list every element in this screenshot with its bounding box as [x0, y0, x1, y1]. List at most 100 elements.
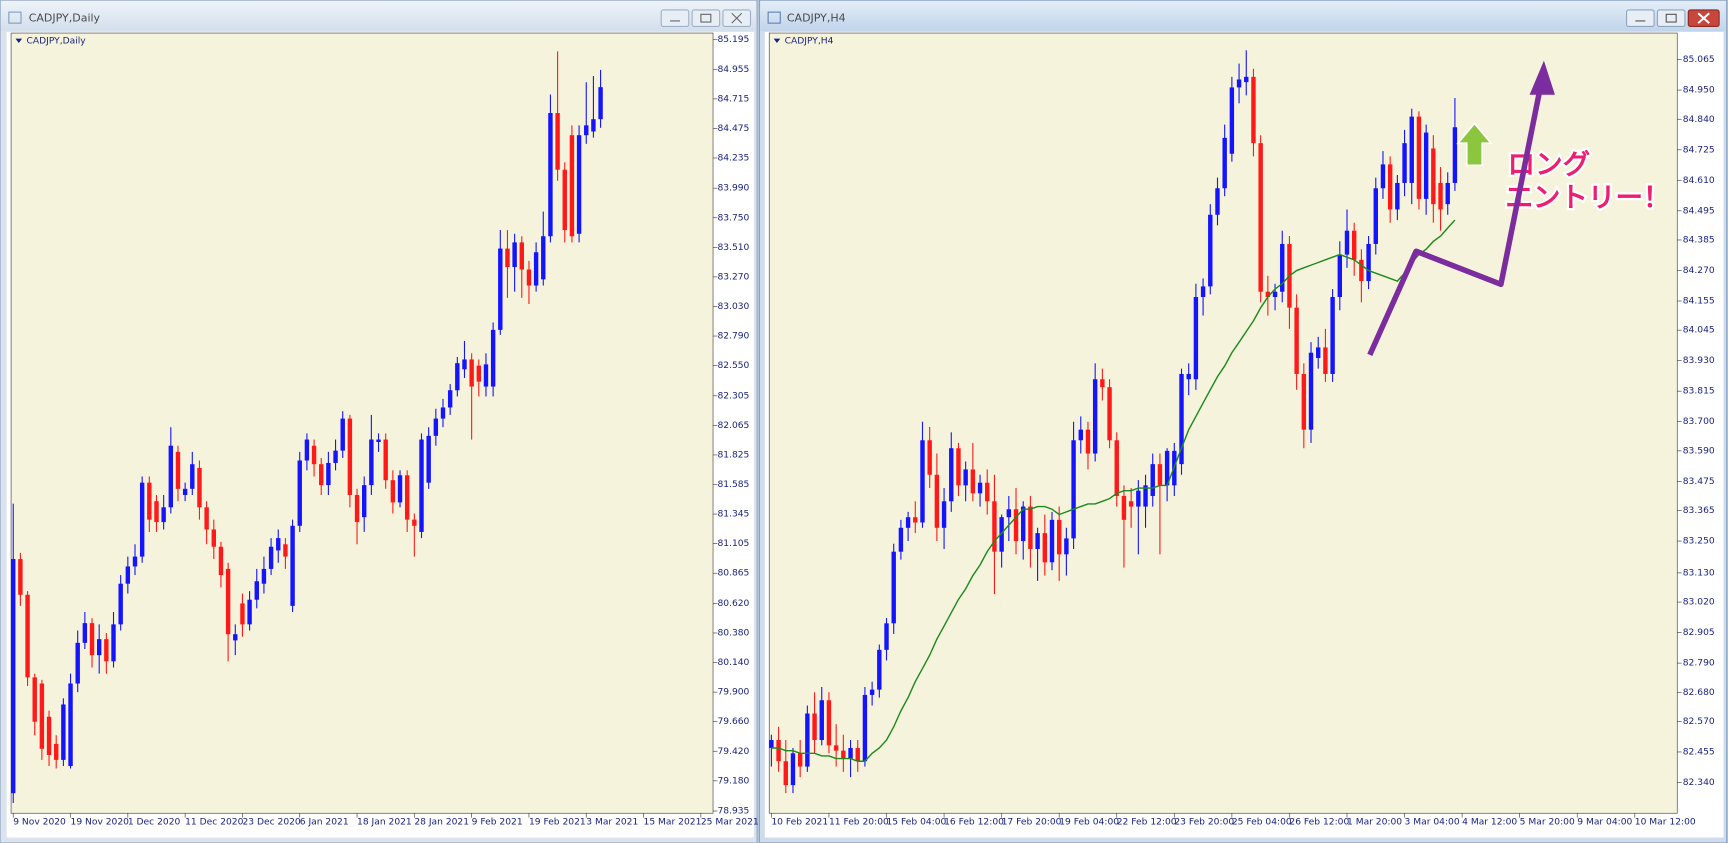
candle-body: [11, 559, 16, 794]
y-tick-label: 83.990: [717, 184, 749, 194]
candle-body: [225, 568, 231, 635]
window-icon: [767, 11, 781, 24]
candle-body: [855, 747, 860, 762]
candle-body: [1373, 188, 1378, 244]
chart-layer: CADJPY,Daily CADJPY,Daily 85.195 84.955 84.7…: [11, 12, 1715, 828]
x-tick-label: 19 Feb 2021: [529, 818, 586, 828]
candle-body: [54, 743, 59, 760]
candle-body: [841, 750, 846, 759]
x-tick-label: 17 Feb 20:00: [1002, 818, 1062, 828]
candle-body: [1215, 188, 1220, 215]
candle-body: [96, 639, 102, 656]
candle-body: [1021, 506, 1026, 542]
candle-body: [1078, 429, 1083, 441]
x-tick-label: 16 Feb 12:00: [944, 818, 1004, 828]
candle-body: [584, 125, 589, 136]
candle-body: [369, 439, 374, 486]
candle-body: [905, 517, 911, 528]
y-tick-label: 84.155: [1683, 296, 1715, 306]
chart-label: CADJPY,H4: [785, 36, 834, 46]
y-tick-label: 81.345: [717, 510, 749, 520]
candle-body: [75, 642, 80, 684]
candle-body: [297, 460, 302, 526]
candle-body: [1085, 429, 1091, 454]
candle-body: [1301, 373, 1307, 430]
y-tick-label: 85.065: [1683, 55, 1715, 65]
candle-body: [147, 482, 152, 520]
candle-body: [254, 581, 259, 600]
candle-body: [376, 439, 381, 443]
candle-body: [32, 677, 37, 722]
x-tick-label: 5 Mar 20:00: [1520, 818, 1575, 828]
y-tick-label: 82.905: [1683, 628, 1715, 638]
x-tick-label: 6 Jan 2021: [300, 818, 349, 828]
candle-body: [591, 119, 596, 132]
y-tick-label: 84.270: [1683, 266, 1715, 276]
y-tick-label: 79.660: [717, 717, 749, 727]
candle-body: [383, 439, 388, 481]
candle-body: [154, 501, 159, 523]
candle-body: [233, 634, 238, 641]
candle-body: [1208, 214, 1213, 287]
candle-body: [1236, 79, 1242, 88]
candle-body: [1280, 243, 1285, 292]
y-tick-label: 84.715: [717, 94, 749, 104]
candle-body: [1200, 286, 1206, 298]
candle-body: [1395, 182, 1400, 210]
candle-body: [505, 248, 510, 268]
candle-body: [533, 252, 539, 286]
y-tick-label: 83.270: [717, 272, 749, 282]
y-tick-label: 78.935: [717, 807, 749, 817]
candle-body: [1380, 164, 1386, 189]
y-tick-label: 81.585: [717, 480, 749, 490]
candle-body: [412, 519, 417, 526]
candle-body: [111, 624, 116, 662]
x-tick-label: 19 Nov 2020: [71, 818, 130, 828]
x-tick-label: 9 Nov 2020: [13, 818, 66, 828]
chart-label: CADJPY,Daily: [27, 36, 87, 46]
candle-body: [891, 551, 896, 624]
y-tick-label: 82.065: [717, 421, 749, 431]
candle-body: [797, 753, 803, 767]
y-tick-label: 84.235: [717, 153, 749, 163]
window-title: CADJPY,H4: [787, 12, 846, 25]
candle-body: [1359, 259, 1364, 282]
candle-body: [61, 704, 66, 760]
candle-body: [1337, 254, 1343, 298]
candle-body: [833, 745, 839, 751]
x-tick-label: 23 Feb 20:00: [1174, 818, 1234, 828]
x-tick-label: 4 Mar 12:00: [1462, 818, 1517, 828]
y-tick-label: 79.180: [717, 776, 749, 786]
candle-body: [1330, 297, 1335, 374]
candle-body: [1136, 490, 1141, 507]
candle-body: [197, 467, 202, 508]
candle-body: [390, 480, 396, 503]
window-buttons[interactable]: [1626, 9, 1720, 27]
candle-body: [68, 683, 73, 767]
window-h4: [758, 0, 1728, 843]
y-tick-label: 83.130: [1683, 568, 1715, 578]
y-tick-label: 83.930: [1683, 356, 1715, 366]
y-tick-label: 82.680: [1683, 688, 1715, 698]
candle-body: [920, 440, 925, 523]
candle-body: [812, 713, 817, 741]
candle-body: [397, 475, 403, 503]
candle-body: [1431, 148, 1436, 205]
x-tick-label: 3 Mar 04:00: [1405, 818, 1460, 828]
window-buttons[interactable]: [660, 9, 752, 27]
candle-body: [1251, 76, 1256, 144]
candle-body: [175, 451, 181, 489]
candle-body: [433, 418, 439, 436]
y-tick-label: 83.815: [1683, 387, 1715, 397]
y-tick-label: 84.840: [1683, 115, 1715, 125]
y-tick-label: 84.955: [717, 65, 749, 75]
candle-body: [1179, 373, 1184, 465]
candle-body: [548, 113, 553, 237]
candle-body: [512, 242, 517, 268]
candle-body: [1056, 519, 1062, 555]
candle-body: [1157, 464, 1163, 486]
candle-body: [362, 485, 367, 518]
y-tick-label: 80.620: [717, 599, 749, 609]
candle-body: [862, 694, 868, 762]
candle-body: [319, 464, 324, 486]
